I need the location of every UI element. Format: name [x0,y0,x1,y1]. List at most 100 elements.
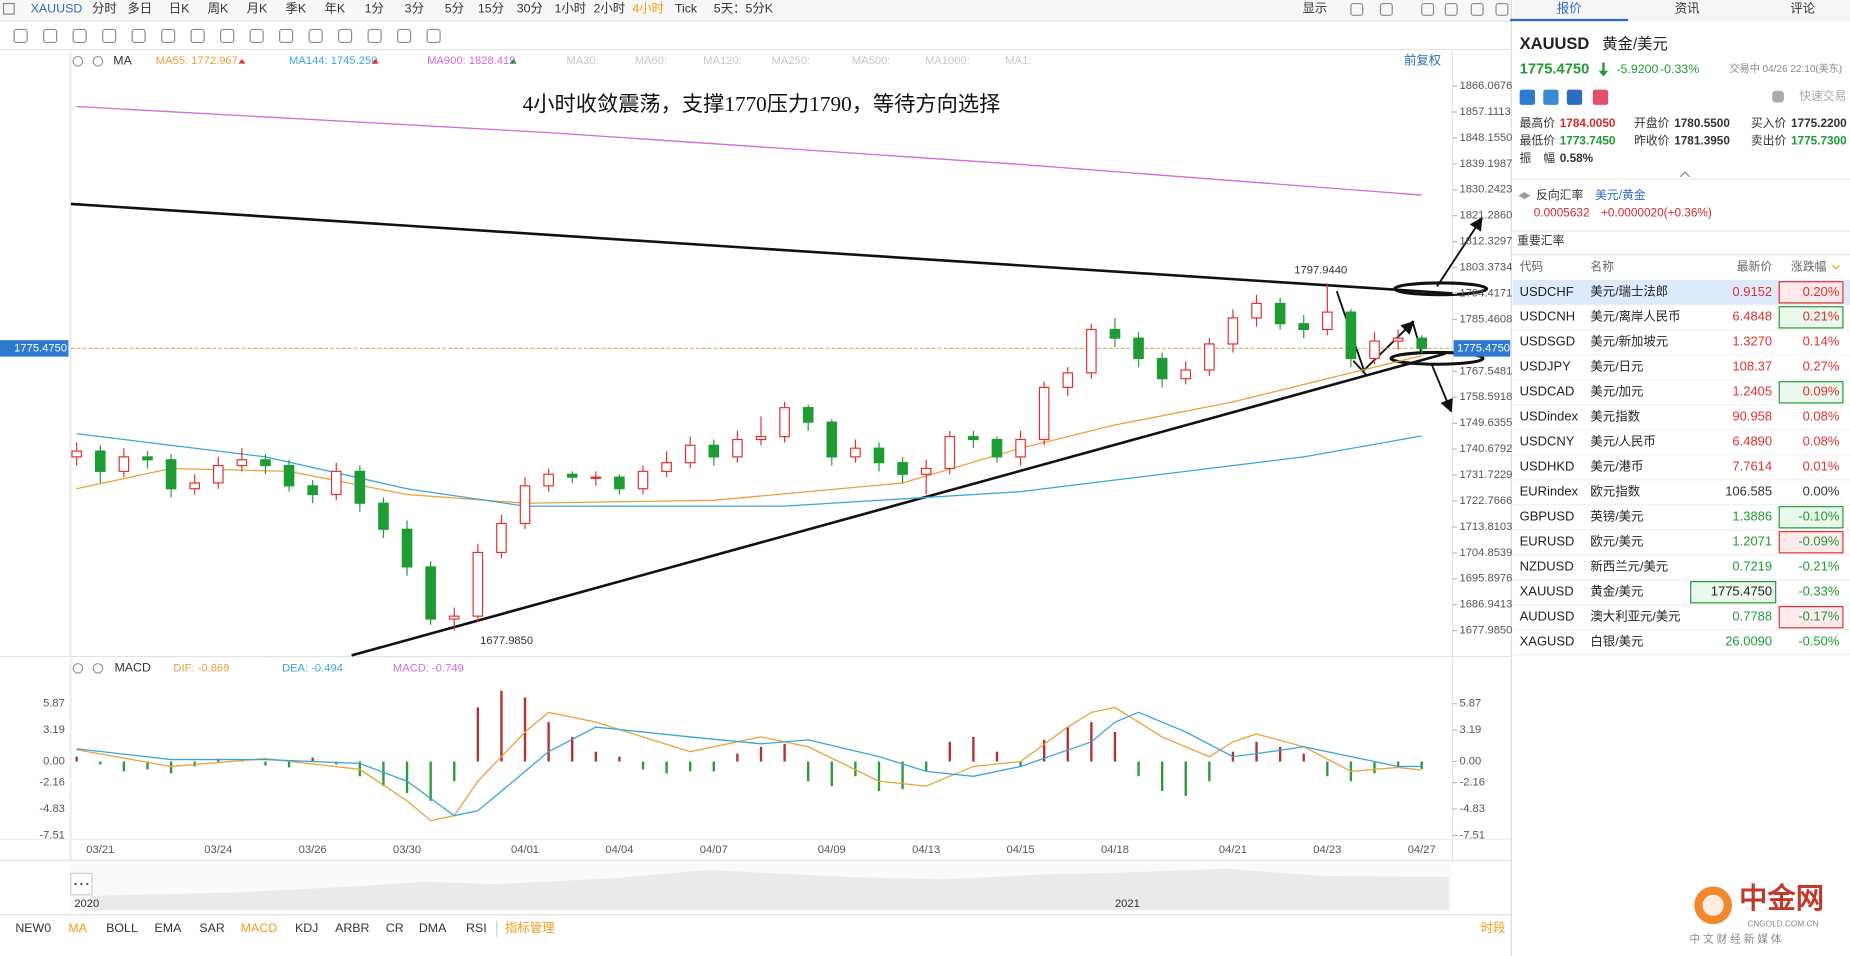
indicator-name[interactable]: MA [113,54,132,68]
indicator-tab[interactable]: DMA [419,921,447,935]
tool-icon[interactable] [1495,2,1509,16]
legend-icon[interactable] [92,663,104,674]
indicator-name[interactable]: MACD [114,661,151,675]
indicator-manage[interactable]: 指标管理 [505,920,555,935]
period-tab[interactable]: 年K [324,2,345,16]
action-icon[interactable] [1543,89,1559,105]
period-tab[interactable]: 月K [247,2,268,16]
period-tab[interactable]: 15分 [478,2,504,16]
tool-icon[interactable] [72,28,87,44]
symbol[interactable]: XAUUSD [31,2,83,16]
tool-icon[interactable] [131,28,146,44]
quick-trade[interactable]: 快速交易 [1799,89,1846,103]
tool-icon[interactable] [249,28,264,44]
ma-line [76,433,1422,507]
rate-code[interactable]: EURUSD [1520,534,1575,549]
period-tab[interactable]: 周K [208,2,229,16]
rate-code[interactable]: XAUUSD [1520,584,1574,599]
period-tab[interactable]: 2小时 [593,2,625,16]
tool-icon[interactable] [13,28,28,44]
indicator-tab[interactable]: RSI [466,921,487,935]
tool-icon[interactable] [367,28,382,44]
candle-body [401,528,413,568]
rate-code[interactable]: USDSGD [1520,334,1576,349]
action-icon[interactable] [1592,89,1609,105]
tool-icon[interactable] [1379,2,1393,16]
rate-code[interactable]: USDCNY [1520,434,1575,449]
x-tick-label: 03/21 [86,844,114,856]
rate-code[interactable]: XAGUSD [1520,634,1575,649]
period-tab[interactable]: 季K [286,2,307,16]
tool-icon[interactable] [308,28,323,44]
action-icon[interactable] [1519,89,1535,105]
tool-icon[interactable] [190,28,205,44]
rate-code[interactable]: GBPUSD [1520,509,1575,524]
action-icon[interactable] [1566,89,1583,105]
legend-icon[interactable] [72,663,84,674]
panel-tab[interactable]: 资讯 [1675,2,1700,16]
rate-code[interactable]: NZDUSD [1520,559,1574,574]
y-tick-label: 1821.2860 [1459,210,1512,222]
indicator-tab[interactable]: KDJ [295,921,318,935]
tool-icon[interactable] [397,28,412,44]
rate-code[interactable]: USDindex [1520,409,1579,424]
indicator-tab[interactable]: ARBR [335,921,369,935]
period-tab[interactable]: 1小时 [555,2,587,16]
rate-code[interactable]: USDHKD [1520,459,1575,474]
indicator-tab[interactable]: NEW0 [15,921,51,935]
period-tab[interactable]: 3分 [405,2,424,16]
candle-body [944,436,956,470]
y-tick-label: 1812.3297 [1459,236,1512,248]
tool-icon[interactable] [338,28,353,44]
rate-code[interactable]: USDCHF [1520,284,1574,299]
indicator-tab[interactable]: MA [68,921,87,935]
drawings [70,202,1453,657]
session-button[interactable]: 时段 [1481,920,1506,935]
tool-icon[interactable] [426,28,441,44]
candle-body [448,615,460,620]
period-tab[interactable]: 日K [169,2,190,16]
rate-code[interactable]: AUDUSD [1520,609,1575,624]
dot [80,882,83,886]
period-tab[interactable]: 分时 [92,2,117,16]
adjust-button[interactable]: 前复权 [1404,53,1441,68]
period-tab[interactable]: Tick [675,2,698,16]
x-tick-label: 04/09 [818,844,846,856]
panel-tab[interactable]: 评论 [1790,2,1815,16]
indicator-tab[interactable]: EMA [155,921,183,935]
indicator-tab[interactable]: SAR [199,921,225,935]
tool-icon[interactable] [1350,2,1364,16]
rate-change: 0.09% [1803,384,1840,399]
tool-icon[interactable] [1421,2,1435,16]
tool-icon[interactable] [43,28,58,44]
indicator-tab[interactable]: MACD [241,921,278,935]
panel-tab[interactable]: 报价 [1557,1,1582,16]
candle-body [425,566,436,620]
rate-change: -0.09% [1798,534,1840,549]
tool-icon[interactable] [161,28,176,44]
tool-icon[interactable] [279,28,294,44]
rate-code[interactable]: EURindex [1520,484,1579,499]
rate-code[interactable]: USDJPY [1520,359,1572,374]
tool-icon[interactable] [102,28,117,44]
period-tab[interactable]: 1分 [365,2,384,16]
max-label: 1797.9440 [1294,264,1347,276]
indicator-tab[interactable]: CR [386,921,404,935]
tool-icon[interactable] [1470,2,1484,16]
x-tick-label: 04/27 [1408,844,1436,856]
quote-change: -5.9200 [1616,62,1658,76]
watermark-site: CNGOLD.COM.CN [1747,919,1818,928]
rate-code[interactable]: USDCAD [1520,384,1575,399]
indicator-tab[interactable]: BOLL [106,921,138,935]
period-tab[interactable]: 4小时 [632,2,664,16]
period-tab[interactable]: 多日 [127,2,152,16]
legend-icon[interactable] [92,55,104,67]
legend-icon[interactable] [72,55,84,67]
period-tab[interactable]: 5天：5分K [714,2,774,16]
rate-code[interactable]: USDCNH [1520,309,1576,324]
tool-icon[interactable] [1444,2,1458,16]
period-tab[interactable]: 5分 [445,2,464,16]
tool-icon[interactable] [220,28,235,44]
display-menu[interactable]: 显示 [1303,2,1328,16]
period-tab[interactable]: 30分 [517,2,543,16]
